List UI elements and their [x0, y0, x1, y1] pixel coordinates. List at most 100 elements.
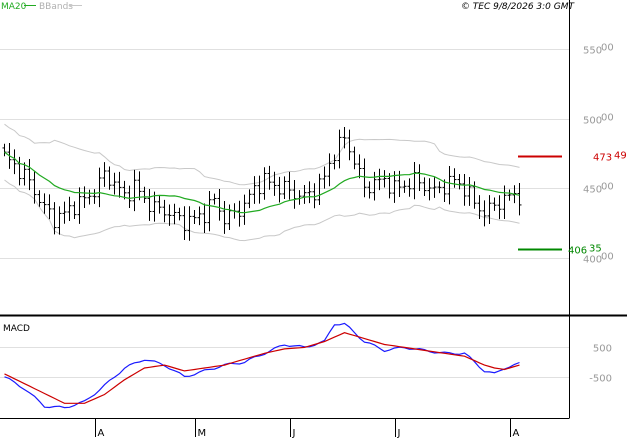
- ohlc-bar: [182, 206, 187, 240]
- macd-y-tick-500: 500: [593, 344, 612, 355]
- ohlc-bar: [57, 206, 62, 235]
- ohlc-bar: [132, 169, 137, 212]
- ohlc-bar: [312, 183, 317, 209]
- ohlc-bar: [332, 154, 337, 170]
- ohlc-bar: [102, 162, 107, 187]
- ohlc-bar: [417, 164, 422, 192]
- ohlc-bar: [307, 181, 312, 204]
- ohlc-bar: [352, 146, 357, 170]
- ohlc-bar: [207, 191, 212, 232]
- ohlc-bar: [432, 177, 437, 198]
- macd-series-macd: [4, 322, 520, 409]
- ohlc-bar: [407, 178, 412, 197]
- copyright-text: © TEC 9/8/2026 3:0 GMT: [461, 2, 576, 12]
- ohlc-bar: [22, 162, 27, 186]
- ma20-polyline: [4, 151, 520, 214]
- ohlc-bar: [92, 189, 97, 204]
- ohlc-bar: [117, 171, 122, 198]
- ohlc-bar: [392, 171, 397, 203]
- price-y-tick-suffix-550: 00: [601, 43, 614, 54]
- price-y-tick-suffix-400: 00: [601, 252, 614, 263]
- ohlc-bar: [27, 158, 32, 191]
- ohlc-bar: [517, 183, 522, 216]
- ohlc-bar: [442, 179, 447, 202]
- price-y-tick-suffix-500: 00: [601, 113, 614, 124]
- ohlc-bar: [502, 185, 507, 220]
- ohlc-bar: [72, 201, 77, 220]
- macd-y-tick--500: -500: [589, 374, 612, 385]
- x-tick-label-A: A: [98, 428, 105, 439]
- ma20-line: [4, 151, 520, 214]
- ohlc-bar: [322, 166, 327, 189]
- x-tick-label-M: M: [198, 428, 207, 439]
- ohlc-bar: [372, 171, 377, 201]
- ohlc-bar: [487, 195, 492, 224]
- ohlc-bar: [247, 189, 252, 209]
- ohlc-bar: [187, 206, 192, 241]
- ohlc-bar: [177, 207, 182, 221]
- ohlc-bar: [167, 204, 172, 226]
- resistance-label: 473: [593, 153, 612, 164]
- ohlc-bar: [357, 154, 362, 179]
- ohlc-bars: [2, 126, 522, 241]
- ohlc-bar: [427, 178, 432, 201]
- resistance-label-decimals: 49: [614, 151, 627, 162]
- price-y-tick-550: 550: [583, 46, 602, 57]
- ohlc-bar: [152, 191, 157, 222]
- bollinger-bands: [4, 123, 520, 242]
- ohlc-bar: [497, 195, 502, 220]
- ohlc-bar: [347, 129, 352, 161]
- ohlc-bar: [387, 173, 392, 199]
- ohlc-bar: [457, 174, 462, 190]
- price-y-tick-500: 500: [583, 116, 602, 127]
- ohlc-bar: [287, 171, 292, 200]
- ohlc-bar: [462, 174, 467, 206]
- ohlc-bar: [127, 185, 132, 209]
- ohlc-bar: [337, 129, 342, 169]
- legend-bbands: BBands: [39, 2, 73, 12]
- ohlc-bar: [122, 180, 127, 200]
- ohlc-bar: [367, 181, 372, 199]
- ohlc-bar: [217, 189, 222, 221]
- ohlc-bar: [212, 193, 217, 205]
- ohlc-bar: [297, 190, 302, 205]
- ohlc-bar: [382, 170, 387, 188]
- ohlc-bar: [282, 176, 287, 199]
- ohlc-bar: [342, 126, 347, 149]
- ohlc-bar: [292, 179, 297, 209]
- ohlc-bar: [482, 200, 487, 227]
- legend-ma20: MA20: [1, 2, 27, 12]
- ohlc-bar: [492, 197, 497, 211]
- ohlc-bar: [162, 199, 167, 223]
- ohlc-bar: [87, 189, 92, 205]
- ohlc-bar: [267, 165, 272, 190]
- ohlc-bar: [277, 176, 282, 203]
- ohlc-bar: [82, 186, 87, 209]
- ohlc-bar: [262, 167, 267, 200]
- ohlc-bar: [142, 186, 147, 203]
- ohlc-bar: [12, 149, 17, 175]
- support-label: 406: [568, 246, 587, 257]
- ohlc-bar: [47, 194, 52, 220]
- ohlc-bar: [157, 195, 162, 214]
- x-tick-label-J: J: [397, 428, 401, 439]
- ohlc-bar: [477, 195, 482, 219]
- ohlc-bar: [377, 168, 382, 191]
- macd-title: MACD: [3, 324, 30, 334]
- support-label-decimals: 35: [589, 244, 602, 255]
- macd-y-tick-labels: 500 -500: [589, 344, 612, 385]
- ohlc-bar: [272, 171, 277, 196]
- ohlc-bar: [507, 189, 512, 201]
- price-y-tick-450: 450: [583, 185, 602, 196]
- ohlc-bar: [67, 196, 72, 221]
- ohlc-bar: [37, 190, 42, 207]
- macd-gridlines: [0, 347, 569, 378]
- ohlc-bar: [2, 143, 7, 157]
- ohlc-bar: [202, 203, 207, 233]
- ohlc-bar: [242, 194, 247, 225]
- ohlc-bar: [222, 200, 227, 234]
- x-tick-label-J: J: [292, 428, 296, 439]
- ohlc-bar: [77, 187, 82, 224]
